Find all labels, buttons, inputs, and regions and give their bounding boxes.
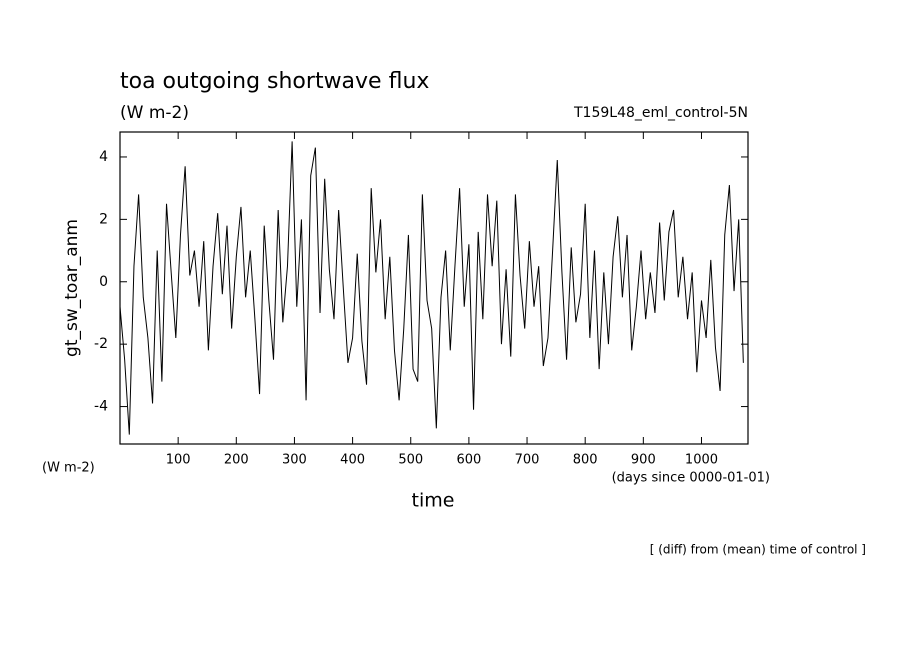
- x-tick-label: 900: [631, 453, 656, 468]
- y-unit: (W m-2): [42, 461, 95, 476]
- x-tick-label: 200: [224, 453, 249, 468]
- y-tick-label: -2: [94, 336, 108, 352]
- data-line: [119, 141, 744, 435]
- x-tick-label: 700: [515, 453, 540, 468]
- annotation: [ (diff) from (mean) time of control ]: [650, 543, 866, 557]
- x-tick-label: 1000: [685, 453, 718, 468]
- x-tick-label: 800: [573, 453, 598, 468]
- x-unit: (days since 0000-01-01): [612, 471, 770, 486]
- y-tick-label: -4: [94, 399, 108, 415]
- x-tick-label: 100: [166, 453, 191, 468]
- y-tick-label: 4: [99, 149, 108, 165]
- run-label: T159L48_eml_control-5N: [573, 105, 748, 121]
- x-tick-label: 300: [282, 453, 307, 468]
- chart-title: toa outgoing shortwave flux: [120, 69, 429, 94]
- plot-frame: [119, 131, 749, 445]
- y-tick-label: 2: [99, 211, 108, 227]
- x-tick-label: 500: [398, 453, 423, 468]
- y-tick-label: 0: [99, 274, 108, 290]
- x-tick-label: 400: [340, 453, 365, 468]
- x-axis-label: time: [412, 490, 455, 512]
- y-axis-label: gt_sw_toar_anm: [62, 219, 82, 357]
- x-tick-label: 600: [456, 453, 481, 468]
- chart-subtitle: (W m-2): [120, 103, 189, 123]
